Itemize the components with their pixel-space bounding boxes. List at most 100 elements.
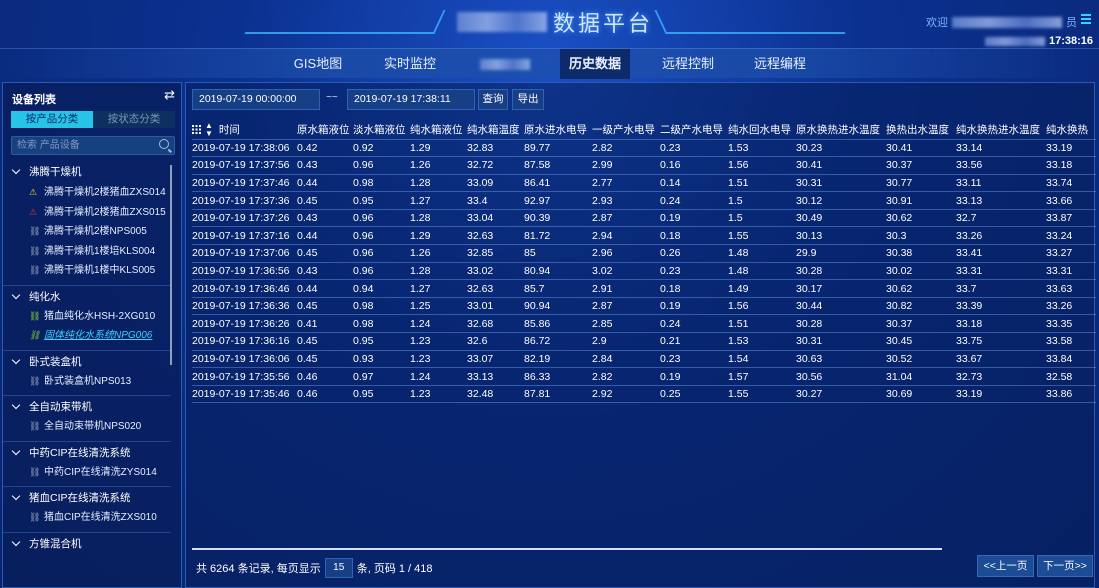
column-header[interactable]: 原水进水电导 [524,121,592,139]
table-row[interactable]: 2019-07-19 17:36:06 0.45 0.93 1.23 33.07 82.1… [192,350,1096,369]
table-row[interactable]: 2019-07-19 17:36:56 0.43 0.96 1.28 33.02 80.9… [192,262,1096,281]
cell-value: 0.44 [297,226,353,246]
by-status-button[interactable]: 按状态分类 [93,111,175,128]
table-row[interactable]: 2019-07-19 17:35:46 0.46 0.95 1.23 32.48 87.8… [192,385,1096,404]
tab-gis-map[interactable]: GIS地图 [293,56,343,71]
tab-redacted[interactable] [470,49,540,79]
cell-value: 1.56 [728,156,796,175]
tree-item[interactable]: ⛓ 猪血CIP在线清洗ZXS010 [3,508,171,528]
table-row[interactable]: 2019-07-19 17:37:56 0.43 0.96 1.26 32.72 87.5… [192,156,1096,175]
table-horizontal-scrollbar[interactable] [192,548,942,550]
start-datetime-input[interactable]: 2019-07-19 00:00:00 [192,89,320,110]
column-label: 纯水换热进水温度 [956,124,1040,137]
end-datetime-input[interactable]: 2019-07-19 17:38:11 [347,89,475,110]
table-row[interactable]: 2019-07-19 17:38:06 0.42 0.92 1.29 32.83 89.7… [192,138,1096,158]
cell-value: 0.41 [297,314,353,334]
disconnected-icon: ⛓ [29,512,41,522]
tab-realtime-monitor[interactable]: 实时监控 [383,56,436,71]
chevron-down-icon[interactable] [11,355,21,364]
column-header[interactable]: 纯水箱温度 [467,121,524,139]
cell-value: 0.44 [297,174,353,193]
device-label: 全自动束带机NPS020 [44,421,142,432]
tree-item[interactable]: ⛓ 沸腾干燥机2楼NPS005 [3,222,171,242]
page-size-input[interactable]: 15 [324,558,353,578]
column-header[interactable]: 二级产水电导 [660,121,728,139]
tab-remote-programming[interactable]: 远程编程 [753,56,806,71]
column-header[interactable]: 换热出水温度 [886,121,956,139]
column-header[interactable]: ▲ ▼ 时间 [192,121,297,139]
alert-icon: ⚠ [29,206,38,217]
column-header[interactable]: 纯水换热进水温度 [956,121,1046,139]
table-row[interactable]: 2019-07-19 17:36:16 0.45 0.95 1.23 32.6 86.72… [192,332,1096,351]
column-header[interactable]: 一级产水电导 [592,121,660,139]
chevron-down-icon[interactable] [11,165,21,175]
table-row[interactable]: 2019-07-19 17:36:36 0.45 0.98 1.25 33.01 90.9… [192,297,1096,316]
table-row[interactable]: 2019-07-19 17:37:46 0.44 0.98 1.28 33.09 86.4… [192,174,1096,193]
chevron-down-icon[interactable] [11,400,21,410]
tree-item[interactable]: ⛓ 沸腾干燥机1楼中KLS005 [3,261,171,281]
sidebar-scrollbar[interactable] [170,165,172,365]
cell-value: 0.19 [660,209,728,228]
tree-group[interactable]: 猪血CIP在线清洗系统 [3,486,171,508]
tree-group[interactable]: 方锥混合机 [3,531,171,554]
search-icon[interactable] [159,139,169,149]
cell-value: 86.41 [524,174,592,193]
chevron-down-icon[interactable] [11,537,21,546]
cell-value: 0.24 [660,314,728,334]
tree-group[interactable]: 中药CIP在线清洗系统 [3,440,171,463]
tree-group[interactable]: 全自动束带机 [3,395,171,417]
cell-value: 0.43 [297,262,353,281]
swap-icon[interactable]: ⇄ [164,87,175,102]
grid-icon[interactable] [192,125,201,135]
chevron-down-icon[interactable] [11,491,21,501]
cell-value: 1.24 [410,367,467,386]
device-search-input[interactable]: 检索 产品设备 [11,136,175,155]
table-row[interactable]: 2019-07-19 17:37:36 0.45 0.95 1.27 33.4 92.97… [192,191,1096,210]
chevron-down-icon[interactable] [11,446,21,455]
cell-value: 30.49 [796,209,886,228]
cell-value: 30.37 [886,314,956,334]
column-header[interactable]: 淡水箱液位 [353,121,410,139]
tree-item[interactable]: ⚠ 沸腾干燥机2楼猪血ZXS015 [3,203,171,223]
column-header[interactable]: 纯水回水电导 [728,121,796,139]
cell-value: 33.18 [1046,156,1096,175]
tree-item[interactable]: ⛓ 沸腾干燥机1楼培KLS004 [3,242,171,262]
cell-value: 2.9 [592,332,660,351]
table-row[interactable]: 2019-07-19 17:37:26 0.43 0.96 1.28 33.04 90.3… [192,209,1096,228]
query-button[interactable]: 查询 [478,89,508,110]
tab-history-data[interactable]: 历史数据 [560,49,630,79]
by-product-button[interactable]: 按产品分类 [11,111,93,128]
cell-value: 0.96 [353,209,410,228]
tree-item[interactable]: ⛓ 卧式装盒机NPS013 [3,372,171,392]
table-row[interactable]: 2019-07-19 17:36:26 0.41 0.98 1.24 32.68 85.8… [192,314,1096,334]
cell-value: 32.63 [467,279,524,298]
next-page-button[interactable]: 下一页>> [1037,555,1093,577]
column-header[interactable]: 原水箱液位 [297,121,353,139]
tree-item[interactable]: ⛓ 固体纯化水系统NPG006 [3,326,171,346]
table-row[interactable]: 2019-07-19 17:36:46 0.44 0.94 1.27 32.63 85.7… [192,279,1096,298]
cell-value: 2.99 [592,156,660,175]
menu-icon[interactable] [1081,14,1091,24]
cell-value: 85.7 [524,279,592,298]
tree-item[interactable]: ⛓ 中药CIP在线清洗ZYS014 [3,463,171,483]
tree-item[interactable]: ⛓ 猪血纯化水HSH-2XG010 [3,307,171,327]
tree-item[interactable]: ⚠ 沸腾干燥机2楼猪血ZXS014 [3,183,171,203]
cell-value: 90.94 [524,297,592,316]
export-button[interactable]: 导出 [512,89,544,110]
column-label: 纯水箱温度 [467,124,520,137]
tree-group[interactable]: 卧式装盒机 [3,349,171,372]
table-row[interactable]: 2019-07-19 17:35:56 0.46 0.97 1.24 33.13 86.3… [192,367,1096,386]
tree-group[interactable]: 沸腾干燥机 [3,161,171,183]
column-header[interactable]: 纯水换热 [1046,121,1096,139]
tree-group[interactable]: 纯化水 [3,284,171,307]
table-row[interactable]: 2019-07-19 17:37:16 0.44 0.96 1.29 32.63 81.7… [192,226,1096,246]
table-row[interactable]: 2019-07-19 17:37:06 0.45 0.96 1.26 32.85 85 2.… [192,244,1096,263]
cell-value: 32.48 [467,385,524,404]
tree-item[interactable]: ⛓ 全自动束带机NPS020 [3,417,171,437]
column-header[interactable]: 原水换热进水温度 [796,121,886,139]
sort-icon[interactable]: ▲ ▼ [205,121,213,138]
prev-page-button[interactable]: <<上一页 [977,555,1034,577]
chevron-down-icon[interactable] [11,290,21,299]
tab-remote-control[interactable]: 远程控制 [661,56,714,71]
column-header[interactable]: 纯水箱液位 [410,121,467,139]
